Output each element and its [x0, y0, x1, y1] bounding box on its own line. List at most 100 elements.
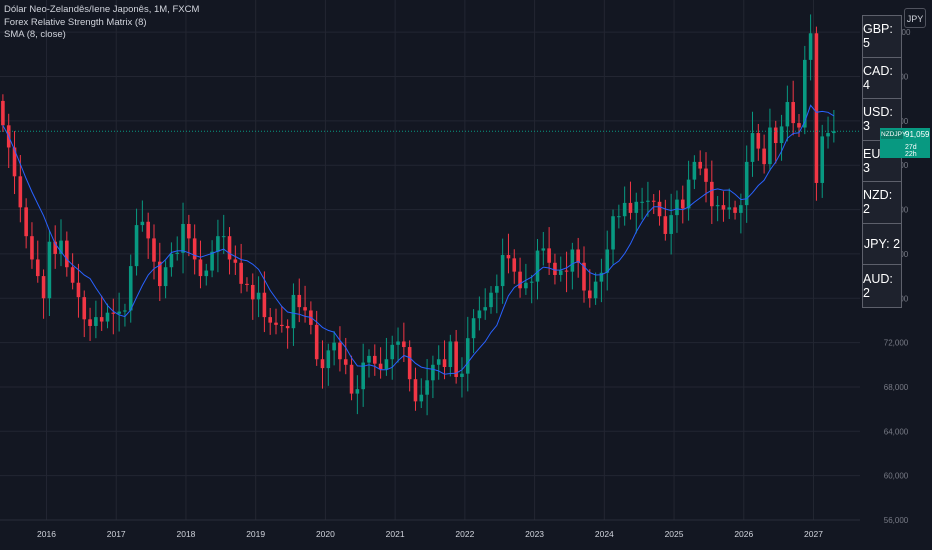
candle	[797, 113, 801, 137]
candle	[529, 274, 534, 304]
candle	[53, 225, 58, 269]
candle	[622, 186, 627, 226]
matrix-cell: NZD: 2	[863, 182, 901, 224]
candle	[791, 80, 795, 136]
candle	[285, 319, 290, 349]
candle	[192, 224, 197, 275]
candle	[541, 231, 546, 266]
candle	[651, 194, 656, 214]
candle	[425, 359, 429, 416]
candle	[210, 240, 214, 278]
candle	[686, 160, 691, 221]
candle	[500, 238, 505, 304]
candle	[47, 230, 52, 316]
candle	[30, 222, 34, 269]
candle	[326, 343, 331, 386]
candle	[123, 303, 127, 327]
candle	[483, 288, 488, 320]
candle	[239, 243, 243, 294]
price-tag-value: 91,059	[905, 130, 930, 139]
candle	[413, 367, 418, 411]
indicator-sma-title[interactable]: SMA (8, close)	[4, 29, 66, 40]
candle	[338, 326, 342, 372]
candle	[587, 269, 592, 308]
candle	[297, 278, 302, 323]
candle	[117, 292, 121, 332]
x-tick-label: 2025	[665, 529, 684, 539]
candle	[88, 307, 92, 341]
x-tick-label: 2026	[734, 529, 753, 539]
currency-button[interactable]: JPY	[904, 8, 926, 28]
candle	[99, 295, 104, 331]
x-tick-label: 2021	[386, 529, 405, 539]
x-tick-label: 2017	[107, 529, 126, 539]
symbol-title[interactable]: Dólar Neo-Zelandês/Iene Japonês, 1M, FXC…	[4, 4, 200, 15]
candle	[442, 340, 447, 380]
candle	[448, 334, 453, 377]
candle	[6, 113, 11, 168]
chart-grid	[0, 0, 860, 521]
candle	[128, 254, 133, 323]
candle	[617, 204, 621, 229]
candle	[134, 208, 139, 276]
candle	[727, 188, 732, 219]
candle	[570, 242, 575, 290]
candle	[710, 160, 714, 224]
candle	[12, 131, 17, 195]
candle	[204, 263, 209, 286]
candle	[762, 134, 766, 174]
candle	[367, 349, 371, 378]
time-axis[interactable]: 2016 2017 2018 2019 2020 2021 2022 2023 2024 2025…	[0, 519, 860, 539]
candle	[512, 249, 517, 284]
candle	[634, 192, 639, 234]
candle	[396, 327, 400, 363]
candle	[221, 214, 226, 254]
candle	[535, 239, 540, 300]
candle	[785, 85, 790, 142]
chart-legend: Dólar Neo-Zelandês/Iene Japonês, 1M, FXC…	[4, 4, 199, 42]
candle	[657, 190, 662, 226]
matrix-cell: AUD: 2	[863, 265, 901, 307]
candle	[111, 298, 116, 335]
candle	[268, 308, 273, 335]
candle	[739, 193, 743, 234]
candle	[715, 196, 720, 222]
candle	[477, 296, 482, 331]
candle	[146, 212, 150, 259]
candle	[163, 260, 168, 299]
candle	[611, 209, 615, 265]
candle	[802, 45, 807, 135]
indicator-matrix-title[interactable]: Forex Relative Strength Matrix (8)	[4, 16, 147, 28]
candle	[419, 378, 424, 409]
candle	[826, 116, 830, 149]
candle	[663, 199, 668, 241]
candle	[721, 191, 726, 222]
candle	[181, 202, 185, 274]
candle	[94, 300, 98, 339]
candle	[262, 271, 267, 333]
x-tick-label: 2016	[37, 529, 56, 539]
y-tick-label: 56,000	[884, 516, 909, 525]
candle	[343, 337, 348, 375]
candle	[675, 190, 679, 233]
candle	[175, 236, 180, 261]
y-tick-label: 68,000	[884, 383, 909, 392]
candle	[593, 272, 598, 305]
candle	[70, 253, 75, 290]
candle	[814, 26, 819, 201]
candle	[378, 347, 383, 379]
candle	[436, 345, 441, 380]
candle	[227, 227, 232, 275]
candle	[768, 108, 772, 171]
candle	[169, 242, 174, 277]
candle	[407, 340, 412, 392]
candle	[390, 335, 395, 380]
candle	[18, 155, 23, 223]
y-tick-label: 60,000	[884, 472, 909, 481]
candle	[65, 231, 69, 277]
candle	[291, 283, 296, 346]
candle	[605, 230, 610, 291]
price-tag-countdown: 27d 22h	[905, 144, 917, 158]
candle	[773, 120, 778, 164]
